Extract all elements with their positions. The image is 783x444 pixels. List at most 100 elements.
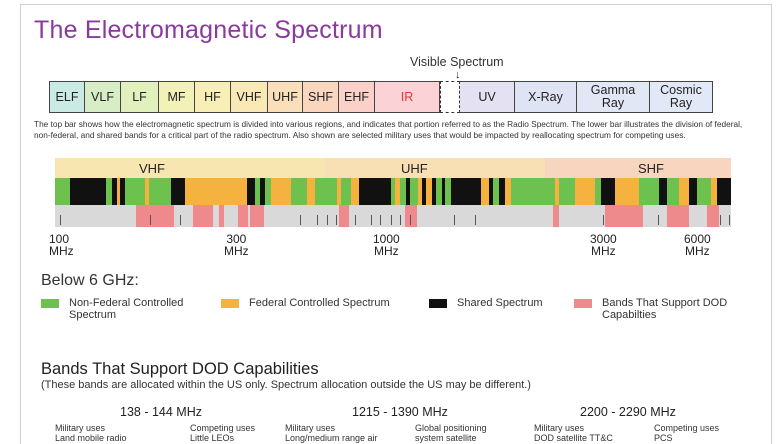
allocation-segment: [185, 178, 247, 205]
band-label: HF: [204, 89, 221, 104]
freq-label-100: 100 MHz: [49, 233, 74, 257]
band-group-1-military: Military uses Land mobile radio: [55, 423, 127, 443]
allocation-segment: [481, 178, 489, 205]
allocation-segment: [445, 178, 451, 205]
dod-band-block: [238, 205, 248, 227]
frequency-tick: [391, 215, 392, 225]
band-cosmic-ray: Cosmic Ray: [650, 81, 713, 113]
dod-bands-subtitle: (These bands are allocated within the US…: [41, 379, 531, 391]
band-label: MF: [167, 89, 186, 104]
band-label: LF: [132, 89, 147, 104]
dod-band-block: [219, 205, 224, 227]
allocation-segment: [149, 178, 155, 205]
band-group-1-competing: Competing uses Little LEOs: [190, 423, 255, 443]
allocation-segment: [451, 178, 481, 205]
allocation-segment: [575, 178, 595, 205]
legend-label: Bands That Support DOD Capabilties: [602, 297, 728, 321]
use-heading: Competing uses: [190, 423, 256, 433]
allocation-segment: [426, 178, 432, 205]
freq-unit: MHz: [49, 244, 74, 258]
band-label: VHF: [236, 89, 262, 104]
allocation-segment: [260, 178, 265, 205]
band-label: X-Ray: [528, 89, 563, 104]
frequency-tick: [658, 215, 659, 225]
dod-band-block: [148, 205, 174, 227]
allocation-segment: [601, 178, 615, 205]
band-elf: ELF: [49, 81, 85, 113]
band-label: Cosmic Ray: [660, 83, 702, 110]
band-visible: [440, 81, 460, 113]
allocation-segment: [337, 178, 341, 205]
legend-label: Shared Spectrum: [457, 297, 543, 309]
frequency-tick: [150, 215, 151, 225]
allocation-segment: [247, 178, 255, 205]
allocation-segment: [418, 178, 422, 205]
legend-shared: Shared Spectrum: [429, 297, 569, 309]
legend-non-federal: Non-Federal Controlled Spectrum: [41, 297, 201, 321]
use-heading: Global positioning: [415, 423, 487, 433]
use-item: Little LEOs: [190, 433, 235, 443]
legend-swatch: [221, 299, 239, 308]
freq-value: 300: [226, 232, 247, 246]
allocation-segment: [391, 178, 395, 205]
band-vlf: VLF: [85, 81, 121, 113]
frequency-tick: [410, 215, 411, 225]
band-label: SHF: [308, 89, 333, 104]
allocation-segment: [291, 178, 307, 205]
band-label: ELF: [55, 89, 79, 104]
band-group-2-competing: Global positioning system satellite: [415, 423, 487, 443]
allocation-segment: [697, 178, 711, 205]
legend-swatch: [429, 299, 447, 308]
band-label: UHF: [272, 89, 298, 104]
freq-label-1000: 1000 MHz: [373, 233, 400, 257]
dod-band-block: [553, 205, 559, 227]
band-label: EHF: [344, 89, 369, 104]
legend-swatch: [41, 299, 59, 308]
allocation-segment: [171, 178, 185, 205]
dod-band-block: [667, 205, 689, 227]
frequency-tick: [180, 215, 181, 225]
use-item: Long/medium range air: [285, 433, 378, 443]
spectrum-top-bar: ELF VLF LF MF HF VHF UHF SHF EHF IR UV X…: [49, 81, 713, 113]
allocation-segment: [315, 178, 337, 205]
allocation-segment: [406, 178, 410, 205]
allocation-segment: [615, 178, 639, 205]
allocation-segment: [112, 178, 117, 205]
legend-dod: Bands That Support DOD Capabilties: [574, 297, 754, 321]
allocation-segment: [106, 178, 112, 205]
band-vhf: VHF: [231, 81, 268, 113]
visible-spectrum-label: Visible Spectrum: [410, 55, 504, 69]
band-hf: HF: [195, 81, 231, 113]
allocation-segment: [255, 178, 260, 205]
allocation-segment: [341, 178, 351, 205]
use-heading: Competing uses: [654, 423, 720, 433]
visible-spectrum-arrow-icon: ↓: [455, 69, 461, 81]
band-mf: MF: [159, 81, 195, 113]
allocation-segment: [400, 178, 406, 205]
freq-value: 3000: [590, 232, 617, 246]
frequency-tick: [317, 215, 318, 225]
freq-unit: MHz: [374, 244, 399, 258]
frequency-tick: [603, 215, 604, 225]
frequency-tick: [729, 215, 730, 225]
allocation-segment: [559, 178, 575, 205]
band-range-138: 138 - 144 MHz: [120, 405, 202, 419]
band-shf: SHF: [303, 81, 339, 113]
freq-value: 6000: [684, 232, 711, 246]
band-uhf: UHF: [268, 81, 303, 113]
allocation-segment: [395, 178, 400, 205]
spectrum-header-shf: SHF: [545, 158, 731, 178]
use-heading: Military uses: [55, 423, 106, 433]
frequency-tick: [355, 215, 356, 225]
use-item: DOD satellite TT&C: [534, 433, 613, 443]
allocation-segment: [265, 178, 271, 205]
allocation-segment: [511, 178, 555, 205]
dod-bands-bar: [55, 205, 731, 227]
use-heading: Military uses: [534, 423, 585, 433]
allocation-segment: [145, 178, 149, 205]
frequency-tick: [720, 215, 721, 225]
use-item: PCS: [654, 433, 673, 443]
allocation-segment: [489, 178, 493, 205]
band-ehf: EHF: [339, 81, 375, 113]
dod-band-block: [193, 205, 207, 227]
